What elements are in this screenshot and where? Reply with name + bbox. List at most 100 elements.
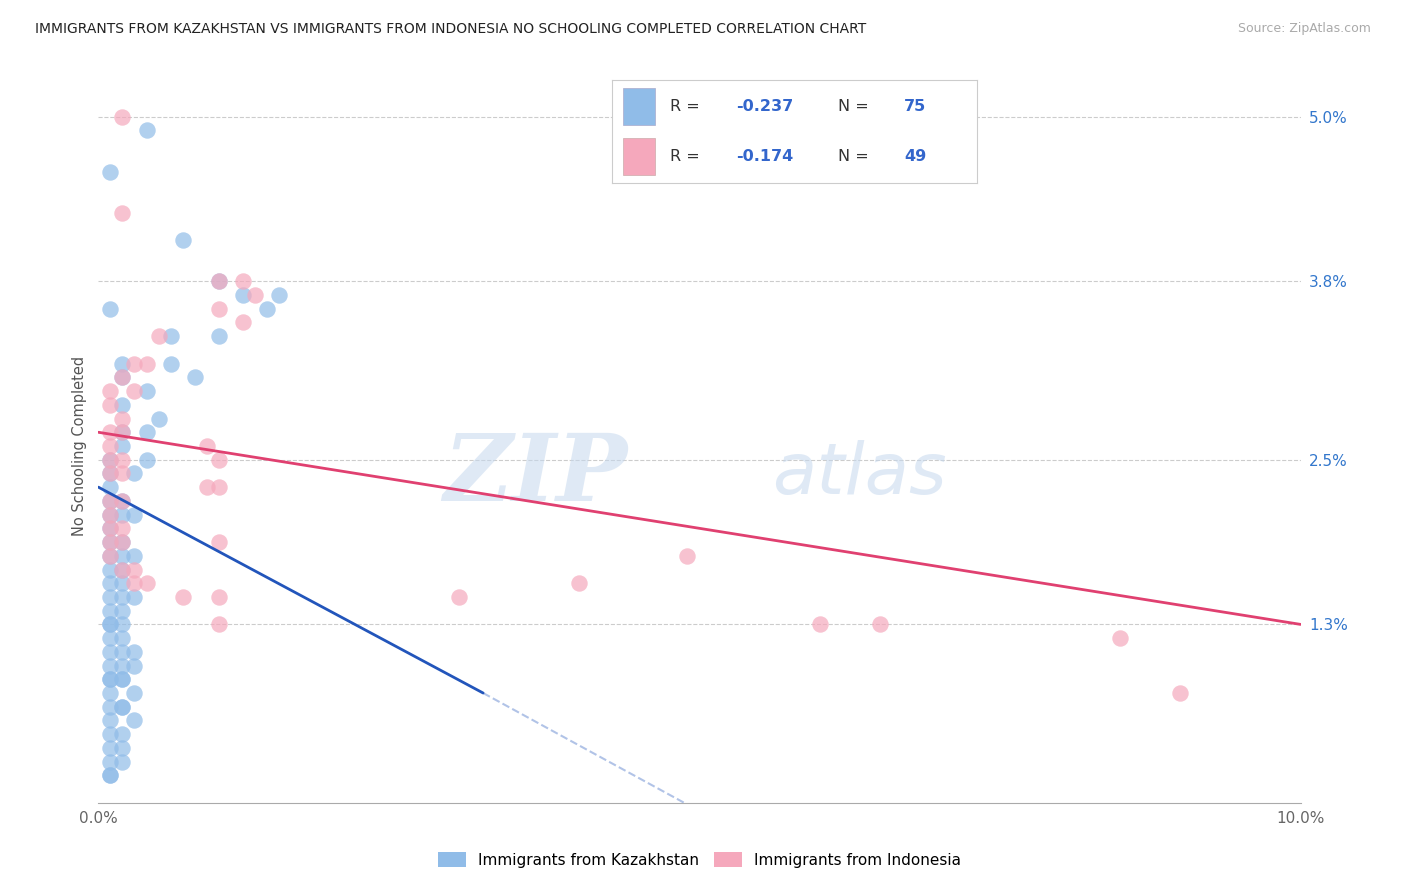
- Point: [111, 576, 134, 591]
- Text: Source: ZipAtlas.com: Source: ZipAtlas.com: [1237, 22, 1371, 36]
- Point: [159, 357, 181, 371]
- FancyBboxPatch shape: [623, 137, 655, 175]
- Point: [111, 590, 134, 604]
- Point: [1109, 631, 1132, 645]
- Legend: Immigrants from Kazakhstan, Immigrants from Indonesia: Immigrants from Kazakhstan, Immigrants f…: [432, 846, 967, 873]
- Point: [100, 398, 122, 412]
- Point: [243, 288, 266, 302]
- Point: [447, 590, 470, 604]
- Point: [100, 768, 122, 782]
- Point: [195, 480, 218, 494]
- Point: [100, 467, 122, 481]
- Point: [100, 164, 122, 178]
- Point: [208, 590, 231, 604]
- Point: [232, 274, 254, 288]
- Point: [100, 617, 122, 632]
- Point: [100, 494, 122, 508]
- Point: [100, 604, 122, 618]
- Point: [100, 658, 122, 673]
- Point: [111, 617, 134, 632]
- Point: [100, 480, 122, 494]
- Point: [172, 590, 194, 604]
- Point: [111, 110, 134, 124]
- Point: [208, 274, 231, 288]
- Point: [100, 562, 122, 576]
- Point: [100, 549, 122, 563]
- FancyBboxPatch shape: [623, 88, 655, 126]
- Point: [100, 768, 122, 782]
- Point: [195, 439, 218, 453]
- Point: [100, 727, 122, 741]
- Point: [135, 123, 157, 137]
- Text: -0.174: -0.174: [735, 149, 793, 164]
- Point: [111, 645, 134, 659]
- Text: ZIP: ZIP: [443, 430, 627, 519]
- Point: [124, 576, 146, 591]
- Point: [100, 508, 122, 522]
- Point: [148, 411, 170, 425]
- Text: IMMIGRANTS FROM KAZAKHSTAN VS IMMIGRANTS FROM INDONESIA NO SCHOOLING COMPLETED C: IMMIGRANTS FROM KAZAKHSTAN VS IMMIGRANTS…: [35, 22, 866, 37]
- Point: [159, 329, 181, 343]
- Point: [111, 673, 134, 687]
- Point: [124, 645, 146, 659]
- Point: [111, 508, 134, 522]
- Point: [100, 425, 122, 440]
- Point: [208, 617, 231, 632]
- Point: [124, 658, 146, 673]
- Point: [100, 673, 122, 687]
- Point: [208, 274, 231, 288]
- Point: [100, 535, 122, 549]
- Point: [100, 301, 122, 316]
- Point: [111, 439, 134, 453]
- Point: [808, 617, 831, 632]
- Point: [100, 452, 122, 467]
- Point: [208, 452, 231, 467]
- Point: [100, 631, 122, 645]
- Point: [172, 233, 194, 247]
- Point: [124, 714, 146, 728]
- Point: [124, 357, 146, 371]
- Point: [1170, 686, 1192, 700]
- Point: [111, 521, 134, 535]
- Point: [124, 686, 146, 700]
- Text: -0.237: -0.237: [735, 99, 793, 114]
- Point: [124, 590, 146, 604]
- Text: 75: 75: [904, 99, 927, 114]
- Point: [267, 288, 290, 302]
- Point: [111, 425, 134, 440]
- Point: [100, 439, 122, 453]
- Point: [111, 205, 134, 219]
- Point: [135, 576, 157, 591]
- Point: [124, 562, 146, 576]
- Point: [124, 508, 146, 522]
- Point: [124, 549, 146, 563]
- Point: [111, 562, 134, 576]
- Point: [100, 576, 122, 591]
- Text: N =: N =: [838, 149, 869, 164]
- Point: [100, 714, 122, 728]
- Point: [100, 740, 122, 755]
- Point: [111, 398, 134, 412]
- Point: [183, 370, 205, 384]
- Point: [568, 576, 591, 591]
- Point: [135, 357, 157, 371]
- Point: [111, 727, 134, 741]
- Point: [100, 535, 122, 549]
- Point: [208, 535, 231, 549]
- Point: [100, 617, 122, 632]
- Point: [111, 370, 134, 384]
- Point: [100, 673, 122, 687]
- Point: [100, 645, 122, 659]
- Point: [135, 384, 157, 398]
- Point: [676, 549, 699, 563]
- Point: [111, 699, 134, 714]
- Point: [256, 301, 278, 316]
- Point: [100, 452, 122, 467]
- Point: [100, 686, 122, 700]
- Point: [100, 384, 122, 398]
- Point: [111, 494, 134, 508]
- Text: N =: N =: [838, 99, 869, 114]
- Point: [111, 535, 134, 549]
- Point: [111, 494, 134, 508]
- Point: [100, 521, 122, 535]
